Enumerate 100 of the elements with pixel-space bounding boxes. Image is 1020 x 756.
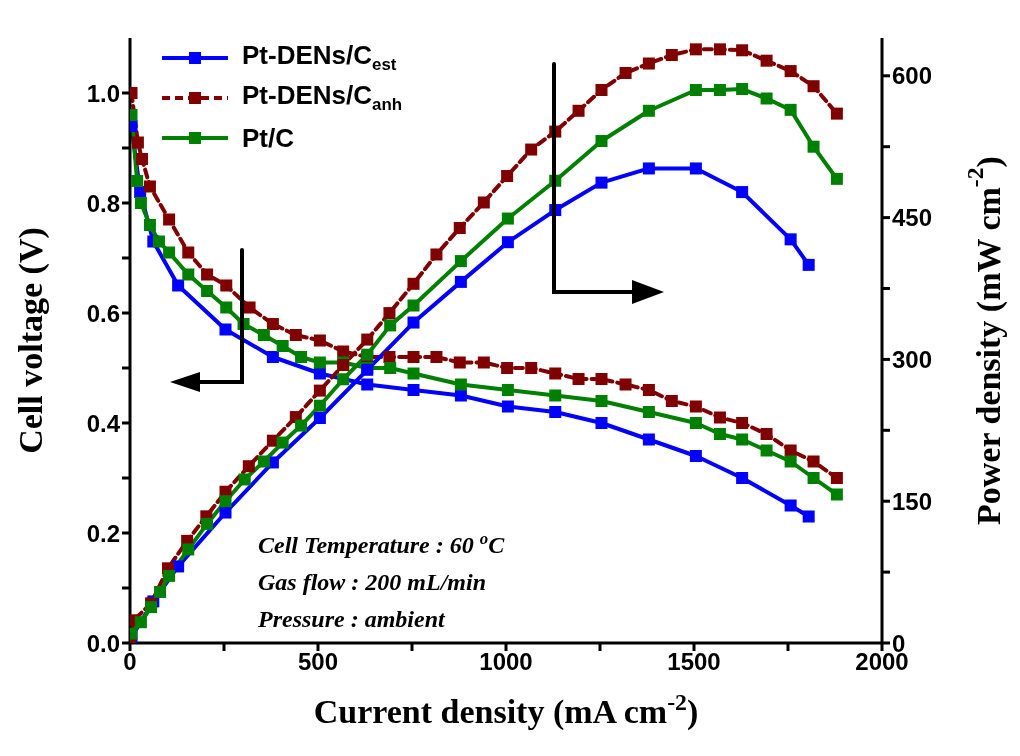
point [361, 378, 374, 391]
point [182, 543, 195, 556]
y2-tick-label: 300 [892, 345, 933, 373]
point [760, 444, 773, 457]
point [182, 268, 195, 281]
point [337, 345, 350, 358]
point [201, 517, 214, 530]
point [407, 351, 420, 363]
point [802, 510, 815, 523]
point [295, 419, 308, 432]
point [243, 301, 256, 314]
point [383, 307, 396, 320]
point [807, 80, 820, 93]
point [713, 43, 726, 56]
y-tick-label: 0.0 [86, 629, 120, 657]
point [760, 428, 773, 440]
point [220, 301, 233, 314]
point [665, 49, 678, 62]
point [501, 384, 514, 396]
point [595, 395, 608, 407]
y2-tick-label: 450 [892, 204, 933, 232]
point [572, 373, 585, 385]
point [143, 180, 156, 193]
x-tick-label: 1000 [479, 648, 533, 676]
y-tick-label: 0.4 [86, 409, 121, 437]
y2-tick-label: 600 [892, 62, 933, 90]
point [219, 495, 232, 508]
point [143, 219, 156, 231]
point [276, 436, 289, 449]
point [830, 488, 843, 501]
point [501, 400, 514, 413]
legend-label: Pt/C [242, 122, 294, 153]
point [549, 406, 562, 418]
point [642, 433, 655, 446]
point [689, 450, 702, 462]
point [549, 389, 562, 402]
legend-label: Pt-DENs/C$_{anh}$ [242, 80, 403, 115]
point [453, 356, 466, 369]
point [595, 176, 608, 189]
point [477, 196, 490, 209]
y-tick-label: 0.6 [86, 299, 120, 327]
point [172, 279, 185, 292]
point [642, 104, 655, 117]
y-tick-label: 0.2 [86, 519, 120, 547]
point [220, 279, 233, 292]
point [830, 107, 843, 120]
point [501, 362, 514, 374]
point [784, 65, 797, 78]
point [407, 367, 420, 380]
point [257, 329, 270, 341]
point [384, 362, 397, 374]
point [760, 54, 773, 67]
point [383, 351, 396, 363]
y-axis-title: Cell voltage (V) [11, 227, 50, 454]
point [501, 236, 514, 249]
point [525, 362, 538, 374]
point [454, 389, 467, 402]
point [266, 351, 279, 363]
point [689, 83, 702, 96]
point [454, 255, 467, 268]
point [313, 367, 326, 380]
point [163, 569, 176, 582]
point [131, 136, 144, 149]
point [689, 417, 702, 429]
point [154, 585, 167, 598]
point [313, 399, 326, 412]
point [145, 601, 158, 614]
point [136, 153, 149, 165]
point [760, 92, 773, 105]
point [736, 417, 749, 429]
point [257, 455, 270, 468]
point [163, 246, 176, 259]
point [784, 455, 797, 468]
point [642, 406, 655, 418]
y-tick-label: 1.0 [86, 79, 120, 107]
point [477, 356, 490, 369]
point [665, 395, 678, 407]
y2-tick-label: 150 [892, 487, 933, 515]
point [807, 140, 820, 153]
point [238, 473, 251, 486]
annotation: Cell Temperature : 60 $^{o}$C [258, 529, 505, 558]
point [619, 66, 632, 79]
point [595, 373, 608, 385]
point [736, 433, 749, 446]
point [784, 499, 797, 512]
point [430, 248, 443, 261]
point [430, 351, 443, 363]
point [131, 175, 144, 187]
x-tick-label: 1500 [667, 648, 721, 676]
point [337, 373, 350, 386]
point [736, 44, 749, 57]
point [453, 222, 466, 235]
point [242, 460, 255, 473]
point [182, 246, 195, 259]
point [619, 378, 632, 391]
point [595, 83, 608, 96]
point [134, 616, 147, 629]
point [313, 412, 326, 425]
point [802, 258, 815, 271]
point [830, 472, 843, 484]
